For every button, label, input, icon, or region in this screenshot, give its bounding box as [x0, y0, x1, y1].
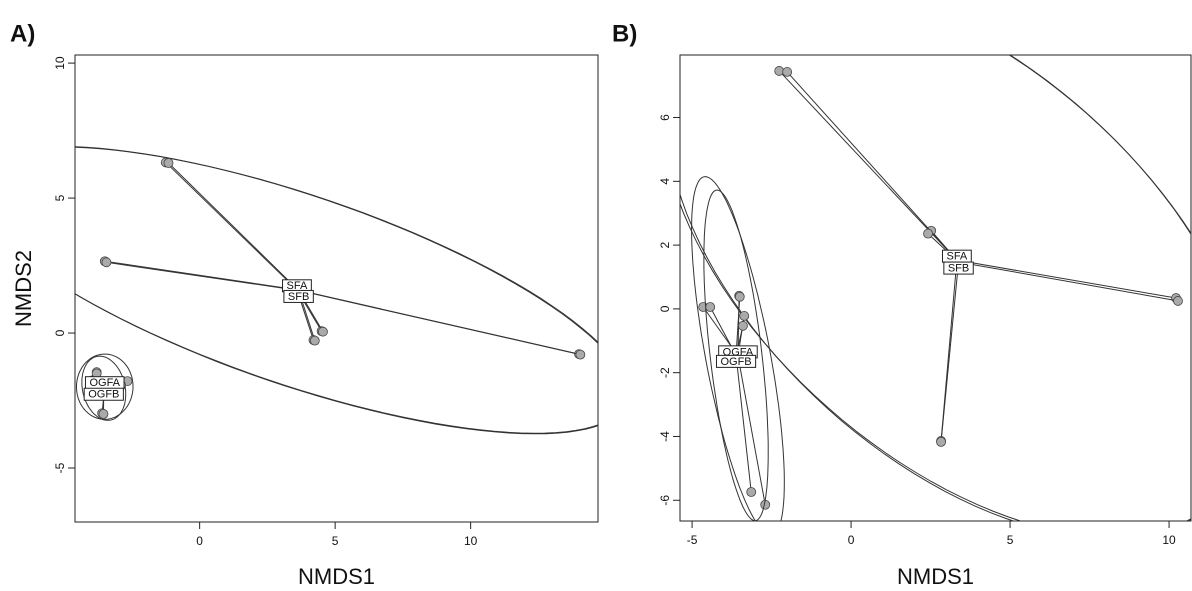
x-tick-label: 0: [848, 533, 855, 547]
centroid-label: OGFA: [89, 377, 120, 389]
y-tick-label: 5: [53, 194, 67, 201]
point: [101, 257, 112, 268]
point: [1173, 296, 1183, 306]
point: [739, 311, 750, 321]
spider-line: [958, 261, 1179, 302]
centroid-label-box: [943, 261, 974, 275]
spider-line: [956, 259, 1177, 299]
y-tick-label: -2: [658, 367, 672, 378]
spider-line: [735, 355, 752, 493]
y-tick-label: 6: [658, 114, 672, 121]
point: [738, 320, 748, 331]
plot-frame: [74, 54, 599, 523]
x-tick-label: 5: [332, 534, 339, 548]
centroid-label-box: [715, 354, 757, 368]
spider-line: [106, 261, 299, 291]
y-tick-label: 0: [658, 305, 672, 312]
ellipse: [75, 146, 598, 434]
point: [575, 349, 586, 360]
point: [746, 487, 757, 497]
panel-title: B): [612, 20, 637, 47]
panel-title: A): [10, 20, 35, 47]
point: [923, 228, 933, 239]
y-tick-label: 2: [658, 241, 672, 248]
ellipse: [81, 355, 127, 421]
x-tick-label: 0: [196, 534, 203, 548]
spider-line: [298, 289, 581, 356]
centroid-label-box: [283, 289, 314, 303]
ellipse: [703, 189, 769, 521]
centroid-label: SFA: [946, 251, 967, 263]
x-tick-label: 10: [464, 534, 478, 548]
x-tick-label: 5: [1007, 533, 1014, 547]
point: [163, 158, 174, 168]
point: [318, 326, 328, 337]
point: [705, 302, 716, 312]
ellipse: [691, 176, 785, 521]
y-axis-label: NMDS2: [11, 250, 36, 327]
x-axis-label: NMDS1: [298, 564, 375, 589]
centroid-label: SFB: [948, 262, 969, 274]
ellipse: [75, 146, 598, 435]
y-tick-label: 0: [53, 329, 67, 336]
plot-frame: [679, 54, 1192, 522]
ellipse: [76, 353, 134, 420]
point: [936, 436, 946, 447]
point: [782, 67, 793, 77]
y-tick-label: 10: [53, 56, 67, 70]
centroid-label: OGFB: [720, 356, 751, 368]
y-tick-label: -6: [658, 495, 672, 506]
y-tick-label: 4: [658, 178, 672, 185]
x-tick-label: -5: [687, 533, 698, 547]
spider-line: [168, 162, 299, 291]
centroid-label: SFB: [288, 291, 309, 303]
point: [98, 409, 109, 419]
point: [309, 335, 320, 346]
spider-line: [165, 162, 298, 291]
spider-line: [940, 262, 960, 442]
y-tick-label: -4: [658, 431, 672, 442]
spider-line: [737, 355, 766, 505]
ellipse: [680, 55, 1191, 521]
centroid-label: OGFB: [88, 389, 119, 401]
x-tick-label: 10: [1162, 533, 1176, 547]
centroid-label-box: [83, 387, 124, 401]
ellipse: [680, 55, 1191, 521]
centroid-label: SFA: [287, 280, 308, 292]
point: [734, 291, 745, 302]
x-axis-label: NMDS1: [897, 564, 974, 589]
y-tick-label: -5: [53, 462, 67, 473]
